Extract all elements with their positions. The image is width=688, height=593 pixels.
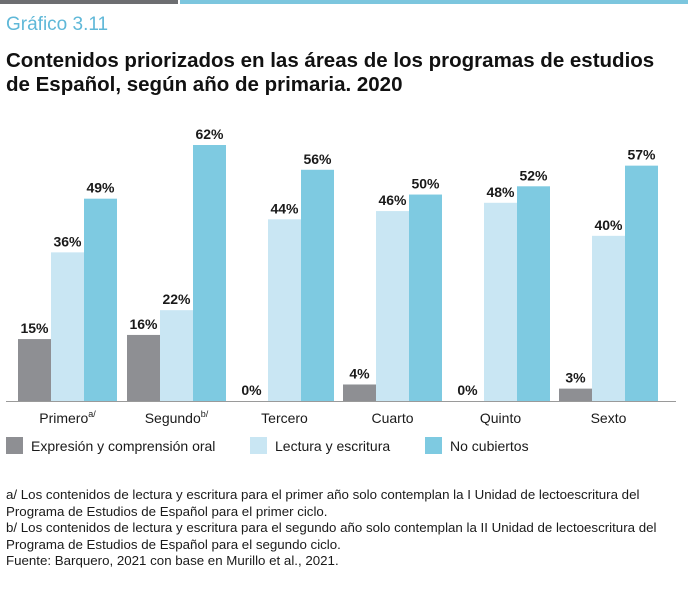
bar-primero-lectura-y-escritura (51, 252, 84, 401)
legend: Expresión y comprensión oral Lectura y e… (0, 437, 688, 457)
bar-quinto-no-cubiertos (517, 186, 550, 401)
legend-swatch-lectura (250, 437, 267, 454)
bar-sexto-no-cubiertos (625, 165, 658, 401)
legend-swatch-oral (6, 437, 23, 454)
data-label-quinto-no-cubiertos: 52% (519, 167, 548, 183)
data-label-segundo-no-cubiertos: 62% (195, 126, 224, 142)
bar-cuarto-no-cubiertos (409, 194, 442, 401)
data-label-segundo-expresion-y-comprension-oral: 16% (129, 316, 158, 332)
data-label-tercero-lectura-y-escritura: 44% (270, 200, 299, 216)
legend-label-lectura: Lectura y escritura (275, 437, 391, 454)
bar-segundo-lectura-y-escritura (160, 310, 193, 401)
top-accent-bar-light (180, 0, 688, 4)
legend-item-lectura: Lectura y escritura (250, 437, 390, 454)
data-label-sexto-no-cubiertos: 57% (627, 147, 656, 163)
footnotes: a/ Los contenidos de lectura y escritura… (6, 487, 682, 570)
bar-primero-no-cubiertos (84, 198, 117, 401)
category-label-primero: Primeroa/ (39, 409, 96, 426)
bar-sexto-lectura-y-escritura (592, 235, 625, 401)
data-label-primero-no-cubiertos: 49% (86, 180, 115, 196)
bar-chart: 15% 36% 49% Primeroa/16%22% 62% Segundob/0% 44… (6, 126, 676, 426)
category-label-segundo: Segundob/ (145, 409, 209, 426)
data-label-quinto-lectura-y-escritura: 48% (486, 184, 515, 200)
legend-label-no-cubiertos: No cubiertos (450, 437, 529, 454)
legend-swatch-no-cubiertos (425, 437, 442, 454)
data-label-cuarto-expresion-y-comprension-oral: 4% (349, 365, 370, 381)
bar-primero-expresion-y-comprension-oral (18, 339, 51, 401)
bar-cuarto-lectura-y-escritura (376, 211, 409, 401)
data-label-cuarto-lectura-y-escritura: 46% (378, 192, 407, 208)
bar-quinto-lectura-y-escritura (484, 202, 517, 401)
footnote-a: a/ Los contenidos de lectura y escritura… (6, 487, 640, 519)
bar-segundo-no-cubiertos (193, 145, 226, 401)
bar-segundo-expresion-y-comprension-oral (127, 334, 160, 401)
bar-sexto-expresion-y-comprension-oral (559, 388, 592, 401)
legend-item-oral: Expresión y comprensión oral (6, 437, 215, 454)
source-note: Fuente: Barquero, 2021 con base en Muril… (6, 553, 339, 569)
top-accent-bar (0, 0, 688, 4)
category-label-sexto: Sexto (591, 410, 627, 426)
data-label-primero-lectura-y-escritura: 36% (53, 233, 82, 249)
data-label-tercero-no-cubiertos: 56% (303, 151, 332, 167)
bar-cuarto-expresion-y-comprension-oral (343, 384, 376, 401)
data-label-segundo-lectura-y-escritura: 22% (162, 291, 191, 307)
figure-label: Gráfico 3.11 (6, 14, 109, 35)
legend-label-oral: Expresión y comprensión oral (31, 437, 216, 454)
category-label-quinto: Quinto (480, 410, 521, 426)
category-superscript-segundo: b/ (201, 409, 209, 419)
category-label-cuarto: Cuarto (371, 410, 413, 426)
category-superscript-primero: a/ (88, 409, 96, 419)
data-label-sexto-expresion-y-comprension-oral: 3% (565, 370, 586, 386)
bar-tercero-lectura-y-escritura (268, 219, 301, 401)
chart-title: Contenidos priorizados en las áreas de l… (6, 49, 655, 96)
data-label-sexto-lectura-y-escritura: 40% (594, 217, 623, 233)
data-label-cuarto-no-cubiertos: 50% (411, 176, 440, 192)
data-label-primero-expresion-y-comprension-oral: 15% (20, 320, 49, 336)
top-accent-bar-dark (0, 0, 178, 4)
data-label-quinto-expresion-y-comprension-oral: 0% (457, 382, 478, 398)
legend-item-no-cubiertos: No cubiertos (425, 437, 529, 454)
data-label-tercero-expresion-y-comprension-oral: 0% (241, 382, 262, 398)
bar-tercero-no-cubiertos (301, 169, 334, 401)
footnote-b: b/ Los contenidos de lectura y escritura… (6, 520, 657, 552)
category-label-tercero: Tercero (261, 410, 308, 426)
